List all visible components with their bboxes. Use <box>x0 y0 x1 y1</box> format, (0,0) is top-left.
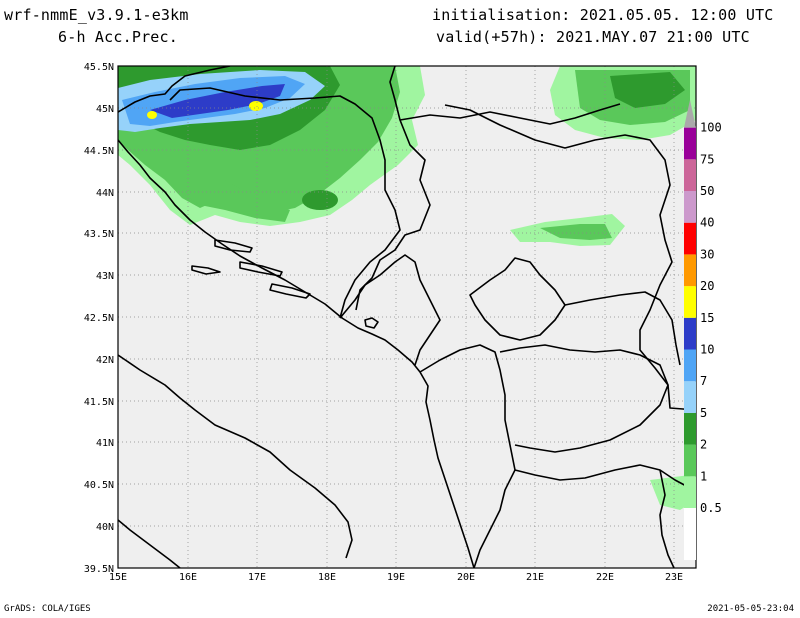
italy-coastline <box>118 354 353 559</box>
lon-label-22e: 22E <box>596 572 614 583</box>
croatia-slovenia-border <box>118 66 231 113</box>
kotor-bay <box>364 317 379 329</box>
italy-south-coast <box>118 519 181 568</box>
lon-label-19e: 19E <box>387 572 405 583</box>
colorbar-swatch <box>684 444 696 477</box>
lat-label-45-5n: 45.5N <box>84 62 114 73</box>
colorbar-swatch <box>684 127 696 160</box>
colorbar-swatch <box>684 317 696 350</box>
lat-label-40-5n: 40.5N <box>84 480 114 491</box>
macedonia-border <box>499 344 669 453</box>
precip-area-dark-blue <box>150 84 285 118</box>
precip-cell-green <box>302 190 338 210</box>
dalmatian-island-3 <box>269 283 311 299</box>
lat-label-41n: 41N <box>96 438 114 449</box>
lat-lon-grid <box>118 66 696 568</box>
precip-core-yellow-2 <box>147 111 157 119</box>
colorbar-level-label: 50 <box>700 184 714 198</box>
lat-label-42n: 42N <box>96 355 114 366</box>
adriatic-coastline <box>118 139 475 568</box>
dalmatian-island-2 <box>239 261 283 277</box>
colorbar-swatch <box>684 191 696 223</box>
romania-border <box>444 104 696 411</box>
lat-label-40n: 40N <box>96 522 114 533</box>
colorbar: 0.5 1 2 5 7 10 15 20 30 40 50 75 100 <box>684 99 722 560</box>
lon-label-20e: 20E <box>457 572 475 583</box>
colorbar-swatch <box>684 412 696 445</box>
colorbar-cap <box>684 99 696 128</box>
colorbar-level-label: 100 <box>700 121 722 135</box>
lon-label-16e: 16E <box>179 572 197 583</box>
longitude-labels: 15E 16E 17E 18E 19E 20E 21E 22E 23E <box>109 572 683 583</box>
footer-timestamp: 2021-05-05-23:04 <box>707 604 794 614</box>
lon-label-17e: 17E <box>248 572 266 583</box>
colorbar-swatch <box>684 159 696 191</box>
bulgaria-border <box>564 291 681 366</box>
montenegro-border <box>339 254 441 366</box>
latitude-labels: 45.5N 45N 44.5N 44N 43.5N 43N 42.5N 42N … <box>84 62 114 575</box>
lat-label-42-5n: 42.5N <box>84 313 114 324</box>
colorbar-level-label: 75 <box>700 152 714 166</box>
lat-label-41-5n: 41.5N <box>84 397 114 408</box>
precip-area-east-moderate <box>540 224 612 240</box>
precip-area-cells <box>185 175 290 222</box>
greece-border <box>514 464 696 491</box>
colorbar-level-label: 15 <box>700 311 714 325</box>
colorbar-level-label: 20 <box>700 279 714 293</box>
colorbar-level-label: 0.5 <box>700 501 722 515</box>
colorbar-swatch <box>684 349 696 382</box>
precip-area-ne-heavy <box>610 72 685 108</box>
colorbar-swatch <box>684 286 696 318</box>
lon-label-23e: 23E <box>665 572 683 583</box>
valid-time: valid(+57h): 2021.MAY.07 21:00 UTC <box>436 28 750 46</box>
colorbar-level-label: 40 <box>700 216 714 230</box>
lat-label-44-5n: 44.5N <box>84 146 114 157</box>
colorbar-swatch <box>684 476 696 508</box>
bosnia-border <box>169 87 401 319</box>
colorbar-swatch <box>684 254 696 287</box>
lon-label-21e: 21E <box>526 572 544 583</box>
colorbar-level-label: 2 <box>700 438 707 452</box>
footer-credit: GrADS: COLA/IGES <box>4 604 91 614</box>
lon-label-18e: 18E <box>318 572 336 583</box>
lon-label-15e: 15E <box>109 572 127 583</box>
danube-border <box>399 103 621 125</box>
colorbar-level-label: 10 <box>700 343 714 357</box>
colorbar-level-label: 5 <box>700 406 707 420</box>
colorbar-base <box>684 508 696 560</box>
field-name: 6-h Acc.Prec. <box>58 28 178 46</box>
colorbar-level-label: 30 <box>700 247 714 261</box>
lat-label-43-5n: 43.5N <box>84 229 114 240</box>
model-name: wrf-nmmE_v3.9.1-e3km <box>4 6 189 24</box>
colorbar-swatch <box>684 381 696 413</box>
colorbar-swatch <box>684 222 696 255</box>
lat-label-39-5n: 39.5N <box>84 564 114 575</box>
dalmatian-island-4 <box>191 265 221 275</box>
lat-label-45n: 45N <box>96 104 114 115</box>
albania-border <box>419 344 516 568</box>
coastlines-borders <box>118 66 696 568</box>
greece-east-coast <box>659 469 675 568</box>
colorbar-level-label: 1 <box>700 469 707 483</box>
colorbar-level-label: 7 <box>700 374 707 388</box>
lat-label-44n: 44N <box>96 188 114 199</box>
precip-core-yellow <box>249 101 263 111</box>
precipitation-fields <box>118 66 696 568</box>
init-time: initialisation: 2021.05.05. 12:00 UTC <box>432 6 774 24</box>
lat-label-43n: 43N <box>96 271 114 282</box>
dalmatian-island-1 <box>214 239 253 253</box>
serbia-border <box>355 66 431 311</box>
